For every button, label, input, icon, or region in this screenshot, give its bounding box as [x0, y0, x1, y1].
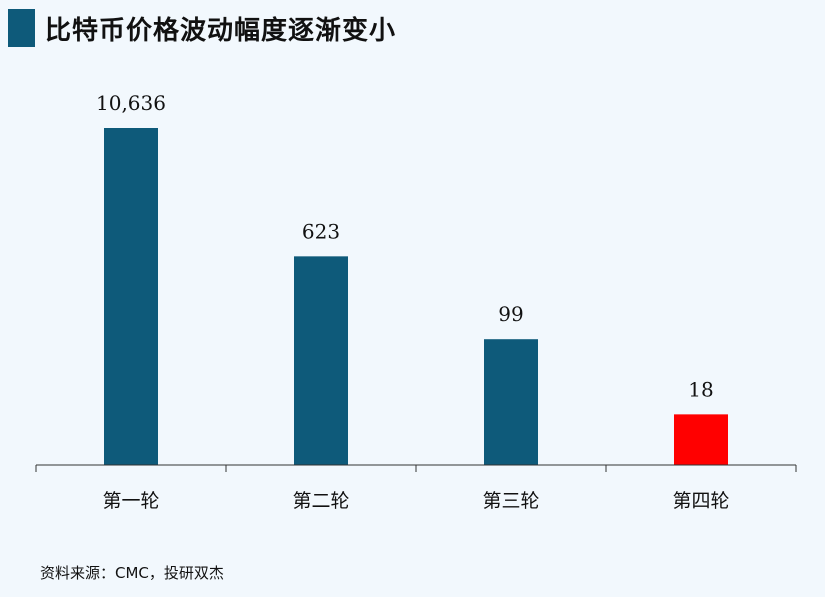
- value-label-4: 18: [688, 377, 713, 401]
- category-label-3: 第三轮: [482, 490, 539, 512]
- source-note: 资料来源：CMC，投研双杰: [40, 564, 224, 582]
- category-label-2: 第二轮: [292, 490, 349, 512]
- labels-group: 10,636 第一轮 623 第二轮 99 第三轮 18 第四轮: [96, 91, 730, 512]
- value-label-2: 623: [302, 219, 340, 243]
- chart-title: 比特币价格波动幅度逐渐变小: [45, 15, 397, 46]
- bar-4: [674, 414, 728, 465]
- category-label-1: 第一轮: [102, 490, 159, 512]
- title-marker: [8, 9, 35, 47]
- bar-1: [104, 128, 158, 465]
- bar-2: [294, 256, 348, 465]
- value-label-1: 10,636: [96, 91, 166, 115]
- x-axis: [35, 464, 797, 472]
- bar-3: [484, 339, 538, 465]
- value-label-3: 99: [498, 302, 523, 326]
- category-label-4: 第四轮: [672, 490, 729, 512]
- chart-header: 比特币价格波动幅度逐渐变小: [8, 8, 396, 48]
- bars-group: [104, 128, 728, 465]
